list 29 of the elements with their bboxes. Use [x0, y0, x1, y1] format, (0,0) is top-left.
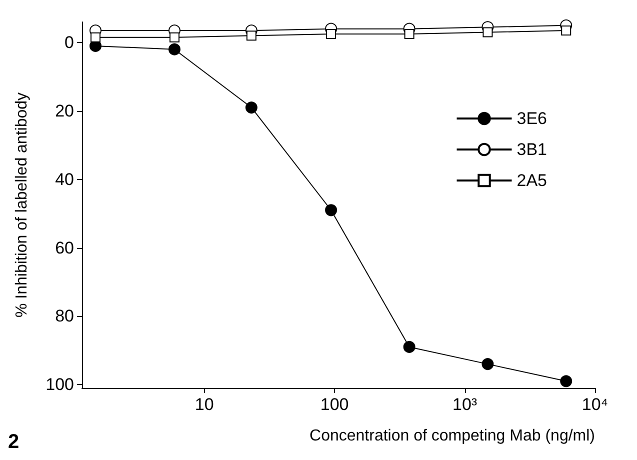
y-tick-label: 40 [55, 170, 74, 189]
text: 2 [8, 431, 20, 453]
point [561, 26, 572, 36]
x-tick-label: 100 [320, 395, 349, 414]
y-tick-label: 100 [46, 375, 74, 394]
x-tick-label: 10⁴ [582, 395, 608, 414]
y-tick-label: 80 [55, 306, 74, 326]
point [325, 204, 338, 216]
x-tick-label: 10 [194, 395, 214, 414]
point [560, 375, 572, 388]
point [90, 32, 100, 42]
y-tick-label: 20 [55, 101, 74, 120]
x-tick-label: 10³ [452, 395, 478, 414]
point [246, 30, 256, 41]
legend-label: 3B1 [516, 140, 547, 159]
point [168, 43, 180, 56]
x-axis-title: Concentration of competing Mab (ng/ml) [310, 428, 595, 444]
point [245, 102, 258, 114]
point [326, 28, 336, 39]
point [404, 28, 414, 39]
y-tick-label: 0 [64, 33, 74, 52]
legend-label: 2A5 [516, 171, 547, 190]
point [482, 358, 494, 370]
y-axis-title: % Inhibition of labelled antibody [14, 92, 30, 318]
point [482, 27, 493, 38]
point [169, 32, 180, 42]
y-tick-label: 60 [55, 238, 74, 258]
legend-label: 3E6 [516, 109, 547, 128]
point [403, 340, 416, 353]
